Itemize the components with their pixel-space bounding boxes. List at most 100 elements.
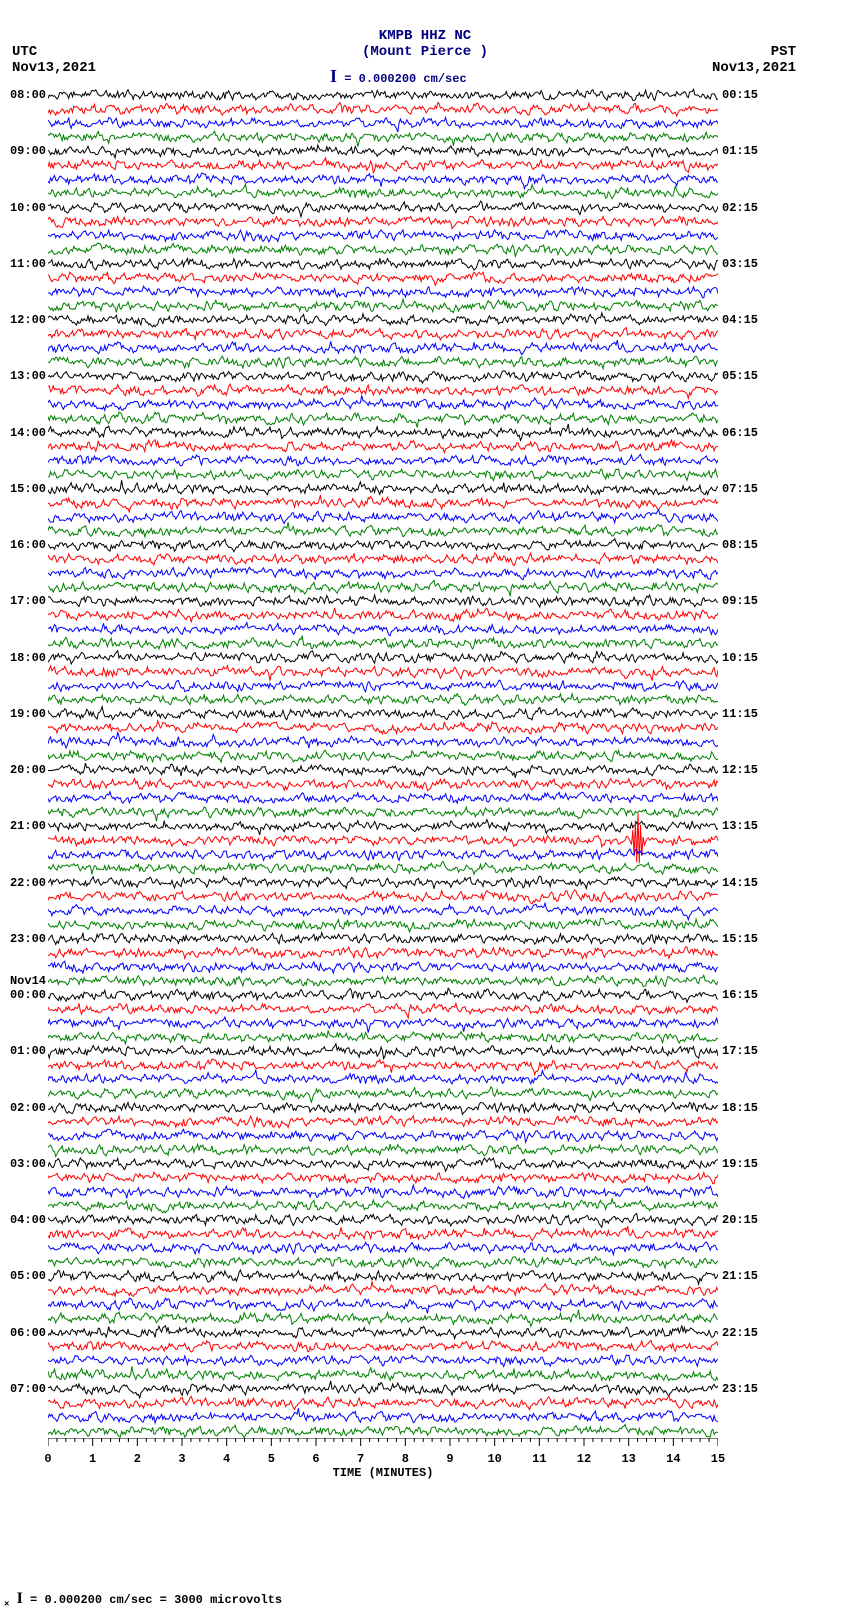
right-date: Nov13,2021 [712,60,796,76]
trace-line [48,1366,718,1381]
trace-line [48,1044,718,1059]
trace-line [48,173,718,189]
left-time-label: 23:00 [6,932,46,946]
trace-line [48,807,718,821]
trace-line [48,1340,718,1352]
trace-line [48,553,718,566]
trace-line [48,117,718,132]
trace-line [48,733,718,749]
left-time-label: 03:00 [6,1157,46,1171]
trace-line [48,286,718,298]
trace-line [48,680,718,692]
trace-line [48,1116,718,1128]
trace-line [48,1381,718,1398]
trace-line [48,396,718,411]
trace-line [48,480,718,495]
trace-line [48,412,718,427]
right-time-label: 20:15 [722,1213,758,1227]
trace-line [48,469,718,481]
x-tick-label: 15 [711,1452,725,1466]
trace-line [48,313,718,327]
trace-line [48,988,718,1002]
trace-line [48,440,718,453]
x-axis-title: TIME (MINUTES) [333,1466,434,1480]
trace-line [48,258,718,270]
right-time-label: 15:15 [722,932,758,946]
trace-line [48,1129,718,1142]
left-time-label: 10:00 [6,201,46,215]
trace-line [48,131,718,147]
right-time-label: 22:15 [722,1326,758,1340]
left-time-label: 13:00 [6,369,46,383]
right-time-label: 05:15 [722,369,758,383]
right-time-label: 16:15 [722,988,758,1002]
trace-line [48,230,718,242]
trace-line [48,201,718,217]
left-time-label: 08:00 [6,88,46,102]
right-time-label: 19:15 [722,1157,758,1171]
trace-line [48,1298,718,1313]
left-time-label: 15:00 [6,482,46,496]
x-tick-label: 14 [666,1452,680,1466]
trace-line [48,424,718,441]
x-tick-label: 0 [44,1452,51,1466]
trace-line [48,1199,718,1213]
right-time-label: 14:15 [722,876,758,890]
trace-line [48,1355,718,1367]
trace-line [48,299,718,312]
trace-line [48,1172,718,1184]
x-tick-label: 5 [268,1452,275,1466]
trace-line [48,1059,718,1075]
trace-line [48,903,718,920]
station-code: KMPB HHZ NC [379,28,471,44]
left-time-label: 09:00 [6,144,46,158]
trace-line [48,1408,718,1423]
trace-line [48,1257,718,1269]
left-time-label: 18:00 [6,651,46,665]
left-time-label: 20:00 [6,763,46,777]
x-tick-label: 9 [446,1452,453,1466]
trace-line [48,495,718,512]
left-time-label: 04:00 [6,1213,46,1227]
right-time-label: 08:15 [722,538,758,552]
trace-line [48,1325,718,1338]
trace-line [48,750,718,762]
x-tick-label: 13 [621,1452,635,1466]
left-time-label: Nov14 [6,974,46,988]
seismogram-plot [48,88,718,1438]
trace-line [48,340,718,355]
trace-line [48,933,718,945]
trace-line [48,1087,718,1103]
trace-line [48,454,718,466]
trace-line [48,763,718,778]
right-time-label: 02:15 [722,201,758,215]
page-root: KMPB HHZ NC (Mount Pierce ) UTC Nov13,20… [0,0,850,1613]
trace-line [48,539,718,552]
right-time-label: 04:15 [722,313,758,327]
left-time-label: 22:00 [6,876,46,890]
right-time-label: 18:15 [722,1101,758,1115]
trace-line [48,849,718,861]
trace-line [48,1270,718,1284]
trace-line [48,707,718,720]
trace-line [48,328,718,342]
left-time-label: 00:00 [6,988,46,1002]
trace-line [48,371,718,384]
left-time-label: 05:00 [6,1269,46,1283]
trace-line [48,623,718,636]
trace-line [48,975,718,986]
trace-line [48,651,718,664]
trace-line [48,721,718,734]
trace-line [48,792,718,803]
trace-line [48,1017,718,1033]
trace-line [48,876,718,889]
x-tick-label: 10 [487,1452,501,1466]
trace-line [48,1031,718,1044]
left-timezone: UTC [12,44,37,60]
left-time-label: 17:00 [6,594,46,608]
trace-line [48,580,718,596]
trace-line [48,1070,718,1085]
x-tick-label: 8 [402,1452,409,1466]
x-tick-label: 12 [577,1452,591,1466]
trace-line [48,1185,718,1198]
